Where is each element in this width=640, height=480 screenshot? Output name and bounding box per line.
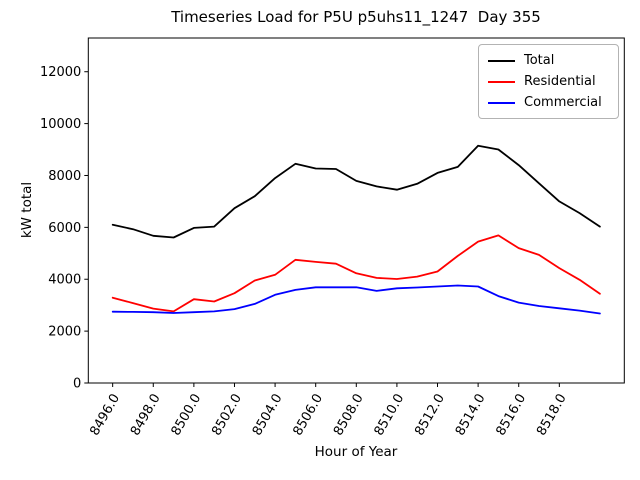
x-tick-label: 8506.0 [290, 392, 326, 439]
legend-item-residential: Residential [488, 73, 610, 90]
series-line-commercial [111, 284, 601, 315]
x-tick-label: 8514.0 [453, 391, 489, 438]
legend: Total Residential Commercial [478, 44, 619, 119]
y-tick-label: 4000 [48, 273, 81, 288]
x-tick-label: 8504.0 [250, 392, 286, 439]
y-tick-label: 6000 [48, 221, 81, 236]
y-tick-label: 0 [73, 377, 81, 392]
x-tick-label: 8518.0 [534, 392, 570, 439]
x-tick-label: 8502.0 [209, 392, 245, 439]
x-axis-label: Hour of Year [314, 444, 398, 460]
y-tick-label: 12000 [40, 65, 81, 80]
legend-label-commercial: Commercial [524, 95, 602, 110]
y-tick-label: 2000 [48, 325, 81, 340]
x-tick-label: 8500.0 [169, 392, 205, 439]
series-line-residential [111, 234, 601, 313]
legend-label-total: Total [524, 53, 555, 68]
x-tick-label: 8510.0 [372, 392, 408, 439]
x-tick-label: 8498.0 [128, 392, 164, 439]
x-tick-label: 8512.0 [412, 392, 448, 439]
legend-line-commercial [488, 101, 515, 104]
y-tick-label: 10000 [40, 117, 81, 132]
x-tick-label: 8496.0 [87, 392, 123, 439]
chart-title: Timeseries Load for P5U p5uhs11_1247 Day… [171, 8, 541, 26]
legend-label-residential: Residential [524, 74, 596, 89]
x-tick-label: 8516.0 [493, 392, 529, 439]
legend-item-total: Total [488, 52, 610, 69]
legend-line-total [488, 59, 515, 62]
legend-item-commercial: Commercial [488, 94, 610, 111]
legend-line-residential [488, 80, 515, 83]
x-tick-label: 8508.0 [331, 392, 367, 439]
series-line-total [111, 144, 601, 239]
y-tick-label: 8000 [48, 169, 81, 184]
